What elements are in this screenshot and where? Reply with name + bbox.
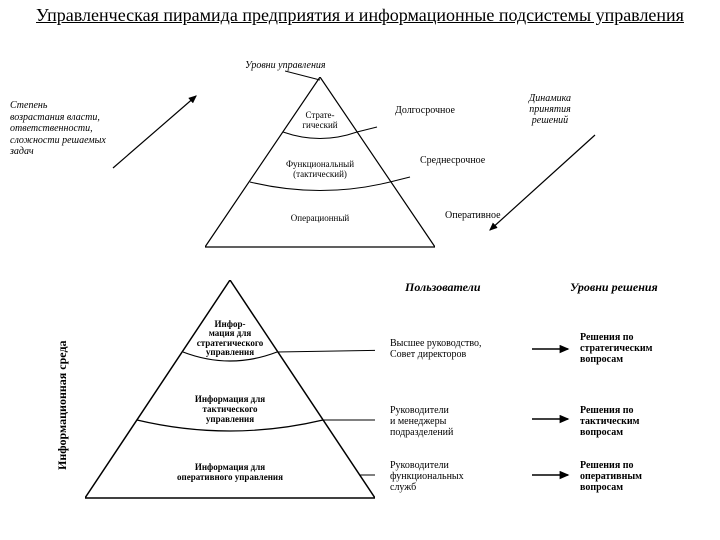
arrow-r1 [530,342,574,356]
page-title: Управленческая пирамида предприятия и ин… [0,0,720,27]
upper-tier-1: Страте- гический [290,110,350,130]
upper-tier-2: Функциональный (тактический) [265,159,375,179]
lower-tier-2: Информация для тактического управления [170,395,290,425]
col-users-header: Пользователи [405,280,481,295]
upper-right-header: Динамика принятия решений [505,93,595,126]
lower-tier-1: Инфор- мация для стратегического управле… [190,320,270,358]
left-arrow [108,90,203,175]
col-levels-header: Уровни решения [570,280,658,295]
decision-1: Решения по стратегическим вопросам [580,332,690,365]
user-2: Руководители и менеджеры подразделений [390,405,520,438]
lower-tier-3: Информация для оперативного управления [155,463,305,483]
right-label-1: Долгосрочное [395,105,455,116]
header-line [285,69,345,83]
decision-3: Решения по оперативным вопросам [580,460,690,493]
user-3: Руководители функциональных служб [390,460,520,493]
arrow-r3 [530,468,574,482]
user-1: Высшее руководство, Совет директоров [390,338,520,360]
upper-tier-3: Операционный [260,213,380,223]
lower-diagram: Информационная среда Инфор- мация для ст… [60,270,700,530]
right-label-2: Среднесрочное [420,155,485,166]
arrow-r2 [530,412,574,426]
right-arrow [480,130,610,240]
decision-2: Решения по тактическим вопросам [580,405,690,438]
vertical-label: Информационная среда [55,290,70,470]
